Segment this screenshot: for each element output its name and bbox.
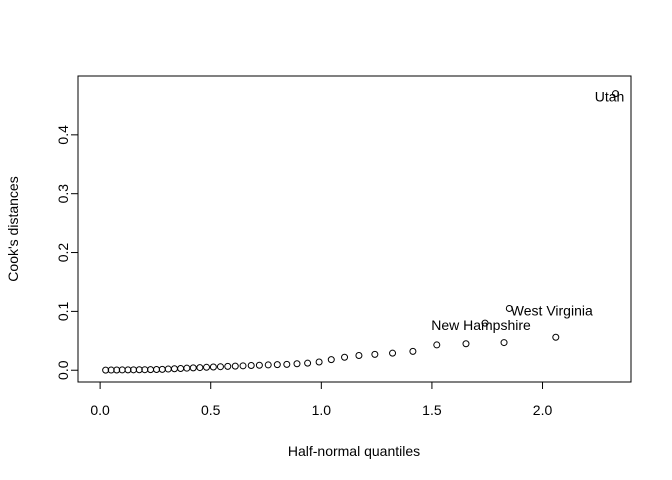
data-point (341, 353, 349, 361)
data-point (327, 356, 335, 364)
data-point (505, 304, 513, 312)
data-point (500, 339, 508, 347)
y-tick-label: 0.3 (55, 184, 71, 204)
data-point (177, 364, 185, 372)
data-point (147, 366, 155, 374)
point-annotation: Utah (595, 89, 625, 105)
data-point (189, 364, 197, 372)
data-point (247, 362, 255, 370)
y-tick-label: 0.1 (55, 301, 71, 321)
data-point (389, 349, 397, 357)
data-point (273, 361, 281, 369)
data-point (355, 352, 363, 360)
data-point (255, 361, 263, 369)
x-tick-label: 2.0 (533, 402, 553, 418)
data-point (315, 358, 323, 366)
data-point (231, 362, 239, 370)
data-point (462, 340, 470, 348)
data-point (203, 363, 211, 371)
x-axis-label: Half-normal quantiles (288, 443, 420, 459)
data-point (283, 360, 291, 368)
data-points (102, 90, 620, 374)
x-tick-label: 0.0 (90, 402, 110, 418)
x-tick-label: 1.0 (312, 402, 332, 418)
data-point (433, 341, 441, 349)
x-tick-label: 0.5 (201, 402, 221, 418)
point-annotation: New Hampshire (431, 317, 531, 333)
data-point (170, 365, 178, 373)
data-point (552, 333, 560, 341)
data-point (209, 363, 217, 371)
data-point (224, 362, 232, 370)
y-axis: 0.0 0.1 0.2 0.3 0.4 (55, 125, 79, 380)
data-point (409, 347, 417, 355)
x-tick-label: 1.5 (422, 402, 442, 418)
data-point (293, 360, 301, 368)
data-point (196, 364, 204, 372)
data-point (304, 359, 312, 367)
data-point (239, 362, 247, 370)
data-point (153, 366, 161, 374)
y-tick-label: 0.2 (55, 243, 71, 263)
data-point (216, 363, 224, 371)
point-annotation: West Virginia (511, 302, 593, 318)
data-point (183, 364, 191, 372)
data-point (158, 365, 166, 373)
data-point (164, 365, 172, 373)
y-tick-label: 0.4 (55, 125, 71, 145)
y-axis-label: Cook's distances (5, 176, 21, 281)
y-tick-label: 0.0 (55, 360, 71, 380)
data-point (264, 361, 272, 369)
data-point (612, 90, 620, 98)
data-point (481, 319, 489, 327)
data-point (371, 350, 379, 358)
plot-frame (77, 75, 632, 383)
x-axis: 0.0 0.5 1.0 1.5 2.0 (90, 381, 553, 418)
